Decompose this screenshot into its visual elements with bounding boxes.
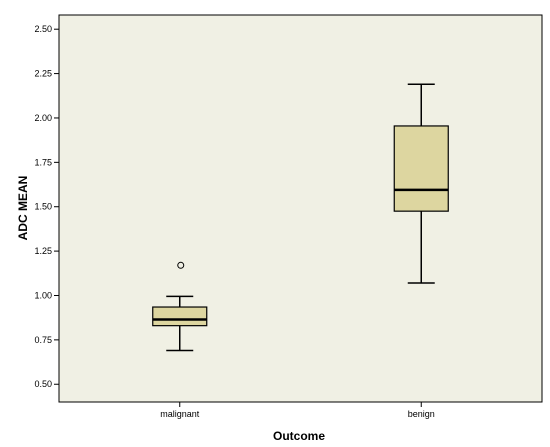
x-axis: malignant benign [160,402,435,419]
y-axis: 0.50 0.75 1.00 1.25 1.50 1.75 2.00 2.25 2.50 [34,24,59,389]
outlier-point [177,261,185,269]
y-tick-label: 1.25 [34,246,52,256]
x-axis-title: Outcome [273,429,325,443]
plot-area [58,14,543,403]
y-tick-label: 2.50 [34,24,52,34]
iqr-box [393,125,449,212]
x-tick-label: benign [408,409,435,419]
y-tick-label: 2.25 [34,69,52,79]
y-tick-label: 1.50 [34,202,52,212]
box-malignant [152,261,208,352]
y-tick-label: 0.75 [34,335,52,345]
y-tick-label: 1.00 [34,290,52,300]
y-axis-title: ADC MEAN [16,176,30,241]
box-benign [393,83,449,284]
boxes [152,83,449,352]
y-tick-label: 1.75 [34,157,52,167]
y-tick-label: 0.50 [34,379,52,389]
y-tick-label: 2.00 [34,113,52,123]
iqr-box [152,306,208,327]
x-tick-label: malignant [160,409,200,419]
